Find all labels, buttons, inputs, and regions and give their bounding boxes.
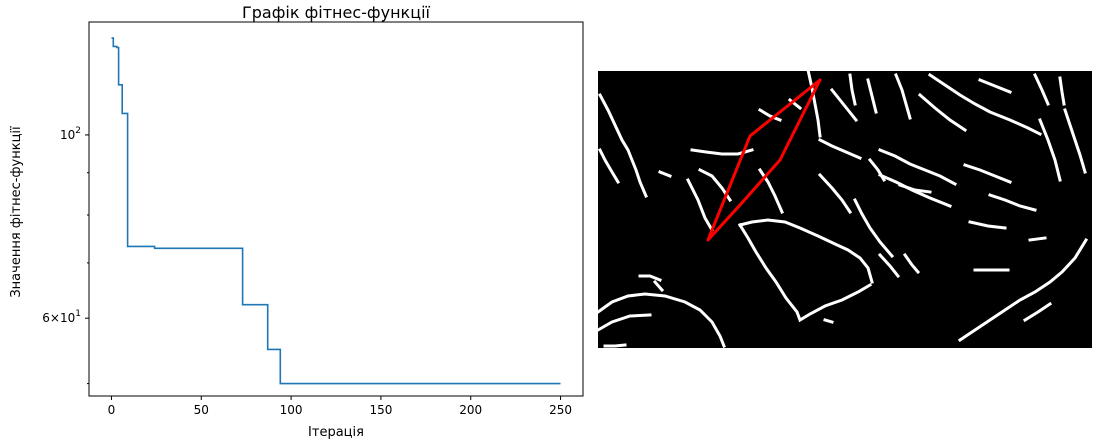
y-tick-label: 102 bbox=[60, 126, 81, 142]
x-axis-label: Ітерація bbox=[308, 425, 364, 440]
x-tick-label: 250 bbox=[549, 403, 572, 417]
fitness-series-line bbox=[111, 37, 561, 385]
x-tick-label: 100 bbox=[280, 403, 303, 417]
x-ticks: 0 50 100 150 200 250 bbox=[108, 396, 572, 417]
y-tick-label: 6×101 bbox=[42, 309, 81, 325]
x-tick-label: 200 bbox=[459, 403, 482, 417]
image-background bbox=[598, 71, 1092, 348]
fitness-chart: Графік фітнес-функції 0 50 100 150 200 250 10… bbox=[9, 3, 584, 440]
edge-map-image bbox=[595, 68, 1092, 348]
axes-frame bbox=[88, 21, 584, 397]
path-overlay bbox=[706, 78, 822, 242]
x-tick-label: 150 bbox=[369, 403, 392, 417]
x-tick-label: 50 bbox=[194, 403, 209, 417]
chart-title: Графік фітнес-функції bbox=[242, 3, 431, 22]
plot-area bbox=[111, 37, 561, 385]
y-axis-label: Значення фітнес-функції bbox=[9, 126, 24, 298]
x-tick-label: 0 bbox=[108, 403, 116, 417]
y-ticks: 102 6×101 bbox=[42, 126, 89, 385]
